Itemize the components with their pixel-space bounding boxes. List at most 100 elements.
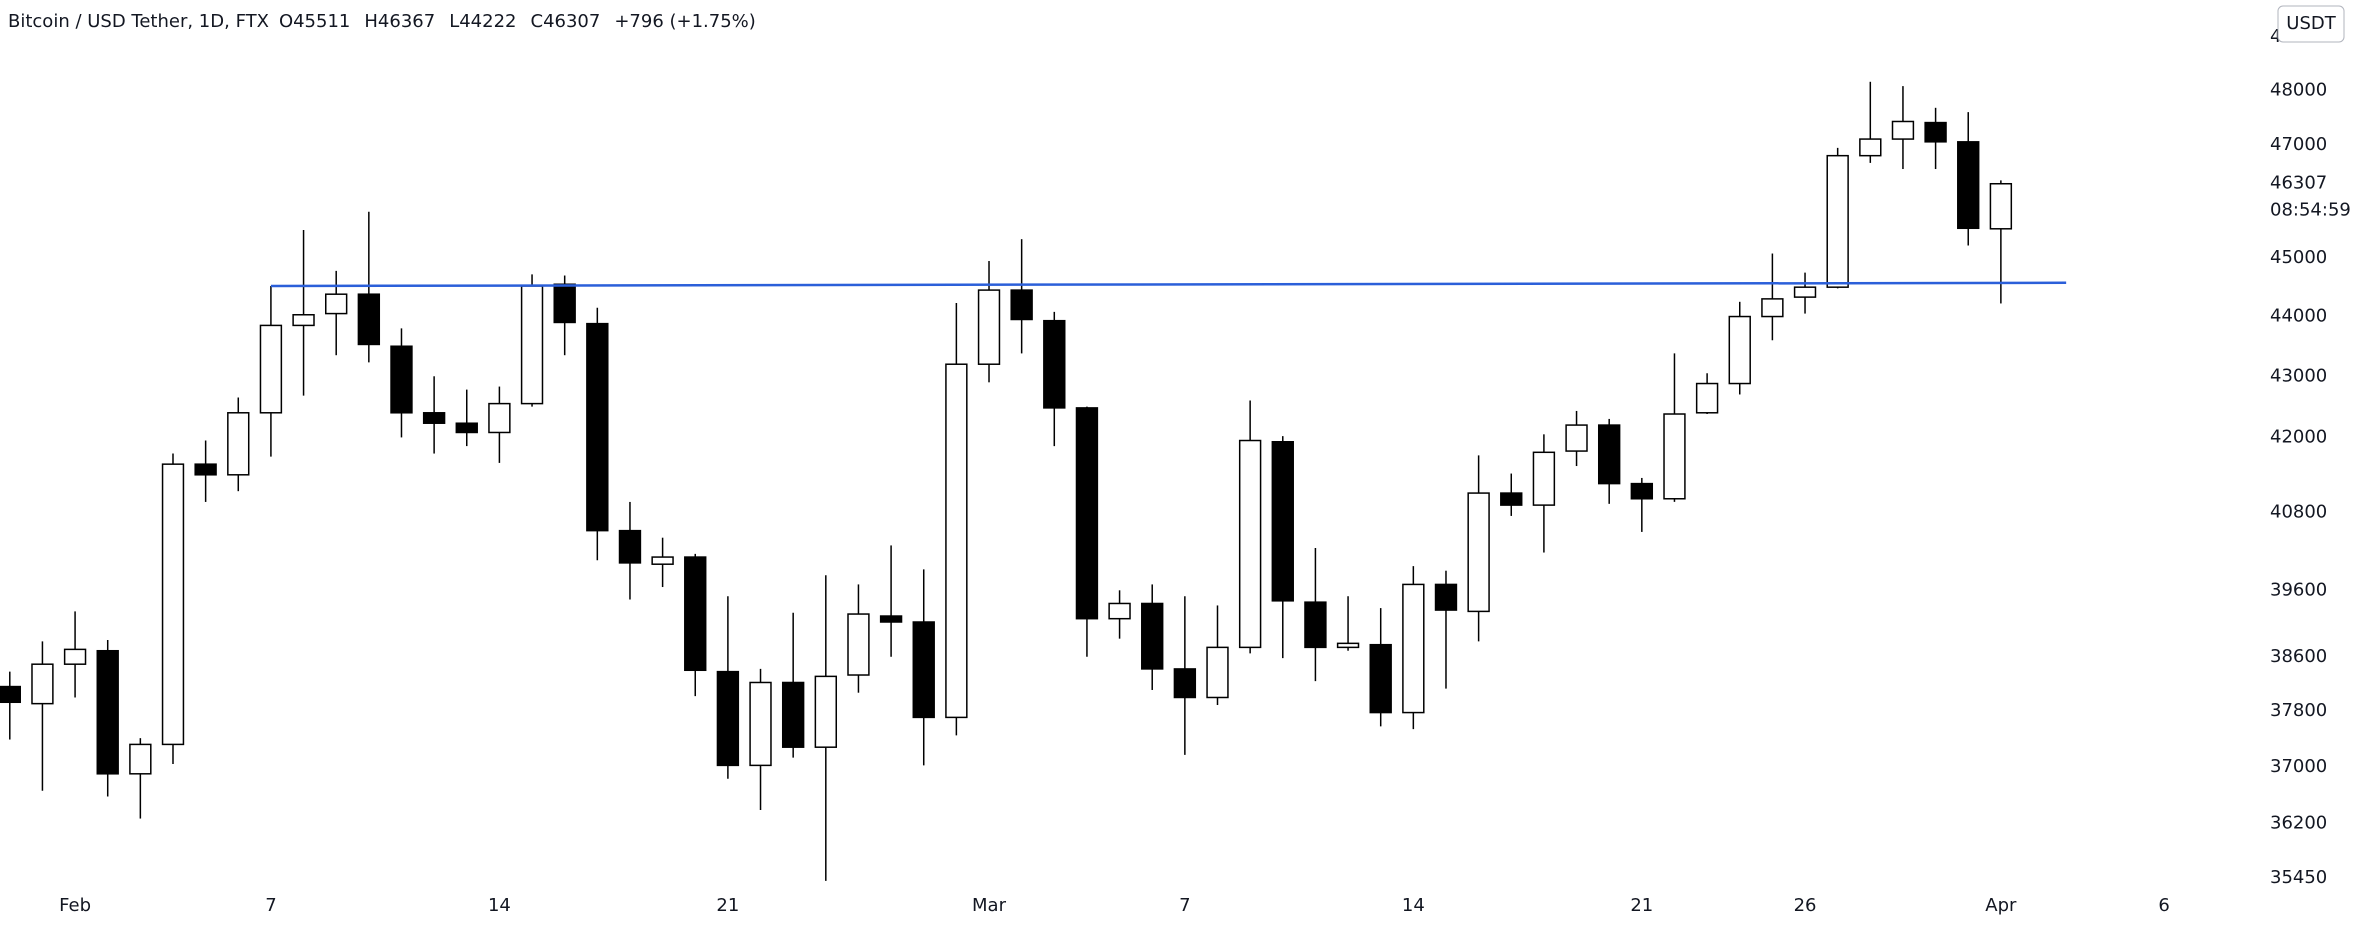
candle-body — [781, 681, 805, 748]
ohlc-value: 45511 — [293, 11, 350, 32]
candle-body — [161, 463, 185, 746]
candle-body — [1369, 643, 1392, 714]
candle-body — [1695, 382, 1719, 414]
x-tick-label: 14 — [488, 895, 511, 916]
candle-body — [1010, 289, 1033, 321]
candle-body — [488, 402, 511, 434]
candle-body — [1238, 439, 1262, 649]
candle-body — [1924, 121, 1947, 143]
candle-body — [1271, 441, 1294, 602]
candle-body — [1206, 646, 1229, 699]
candle-body — [1826, 154, 1849, 288]
x-tick-label: 21 — [716, 895, 739, 916]
y-tick-label: 36200 — [2270, 813, 2327, 834]
candle-body — [357, 293, 381, 346]
candle-body — [1434, 583, 1458, 611]
candle-body — [1532, 451, 1556, 506]
y-tick-label: 47000 — [2270, 134, 2327, 155]
candle-body — [455, 422, 478, 434]
candle-body — [1565, 424, 1588, 452]
candle-body — [96, 649, 119, 775]
candle-body — [63, 648, 87, 665]
candle-body — [1108, 602, 1131, 620]
candle-body — [1336, 642, 1360, 649]
y-tick-label: 44000 — [2270, 306, 2327, 327]
candle-body — [977, 289, 1001, 365]
x-tick-label: Apr — [1985, 895, 2017, 916]
x-tick-label: 21 — [1630, 895, 1653, 916]
y-tick-label: 45000 — [2270, 247, 2327, 268]
ohlc-prefix: O — [279, 11, 293, 32]
candle-body — [1891, 120, 1915, 140]
y-tick-label: 35450 — [2270, 867, 2327, 888]
candle-body — [194, 463, 217, 476]
candle-body — [1597, 424, 1621, 485]
countdown: 08:54:59 — [2270, 200, 2351, 221]
candle-body — [1630, 482, 1654, 500]
candle-body — [553, 283, 576, 324]
last-price-label: 46307 — [2270, 173, 2327, 194]
currency-label: USDT — [2286, 13, 2336, 34]
change-label: +796 (+1.75%) — [614, 11, 755, 32]
ohlc-prefix: L — [449, 11, 459, 32]
candle-body — [1173, 668, 1197, 699]
candle-body — [814, 675, 838, 748]
ohlc-prefix: H — [364, 11, 378, 32]
candle-body — [847, 613, 870, 676]
x-tick-label: Feb — [59, 895, 91, 916]
candle-body — [520, 285, 544, 405]
candle-body — [684, 556, 707, 672]
y-tick-label: 39600 — [2270, 579, 2327, 600]
ohlc-value: 46307 — [543, 11, 600, 32]
y-tick-label: 40800 — [2270, 502, 2327, 523]
y-tick-label: 43000 — [2270, 365, 2327, 386]
y-tick-label: 38600 — [2270, 646, 2327, 667]
candle-body — [422, 412, 446, 424]
trendline — [270, 281, 2067, 288]
x-tick-label: 7 — [1179, 895, 1190, 916]
candle-body — [1989, 182, 2013, 230]
candle-body — [618, 529, 642, 564]
ohlc-value: 46367 — [378, 11, 435, 32]
candle-body — [586, 322, 609, 532]
candle-body — [129, 743, 152, 775]
candle-body — [1728, 315, 1751, 385]
y-tick-label: 48000 — [2270, 79, 2327, 100]
candle-body — [259, 324, 283, 414]
candle-body — [1957, 141, 1980, 230]
last-price-bg — [2266, 170, 2352, 223]
x-tick-label: 7 — [265, 895, 276, 916]
ohlc-value: 44222 — [459, 11, 516, 32]
candle-body — [31, 663, 54, 705]
candle-body — [325, 293, 348, 315]
candle-body — [1663, 413, 1686, 500]
x-tick-label: 26 — [1794, 895, 1817, 916]
candle-body — [1500, 492, 1523, 506]
candle-body — [292, 314, 315, 327]
candle-body — [879, 615, 903, 623]
candle-body — [1402, 583, 1425, 714]
currency-box — [2277, 5, 2345, 43]
candle-body — [1761, 298, 1784, 318]
candle-body — [749, 681, 772, 767]
x-tick-label: 14 — [1402, 895, 1425, 916]
candle-body — [0, 685, 21, 704]
candle-body — [1859, 138, 1882, 157]
candle-body — [1043, 319, 1066, 409]
candle-body — [912, 621, 935, 719]
candle-body — [651, 556, 674, 565]
y-tick-label: 42000 — [2270, 426, 2327, 447]
candle-body — [716, 670, 740, 767]
candle-body — [1075, 407, 1099, 620]
ohlc-prefix: C — [530, 11, 543, 32]
candle-body — [945, 363, 968, 719]
candle-body — [1304, 601, 1327, 649]
candle-body — [1793, 286, 1817, 298]
candle-body — [227, 412, 250, 476]
candle-body — [390, 345, 413, 414]
candle-body — [1467, 492, 1490, 613]
x-tick-label: 6 — [2158, 895, 2169, 916]
candle-body — [1141, 602, 1164, 670]
